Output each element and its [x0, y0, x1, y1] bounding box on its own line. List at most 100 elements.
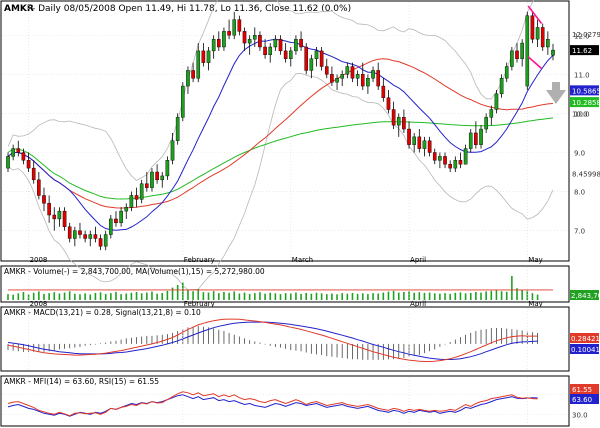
candle-body	[124, 206, 129, 212]
candle-body	[119, 210, 123, 224]
price-tick-label: 7.0	[574, 228, 585, 236]
candle-body	[52, 214, 57, 220]
candle-body	[520, 42, 524, 59]
pennant-upper-line	[527, 5, 543, 25]
candle-body	[294, 38, 298, 52]
macd-title: AMKR - MACD(13,21) = 0.28, Signal(13,21,…	[4, 308, 201, 317]
candle-body	[263, 46, 267, 55]
candle-body	[160, 175, 165, 181]
macd-tag-box	[570, 344, 599, 354]
candle-body	[37, 179, 41, 196]
candle-body	[217, 38, 221, 48]
price-month-label: 2008	[30, 256, 48, 264]
candle-body	[16, 148, 21, 153]
pennant-lower-line	[527, 56, 543, 70]
candle-body	[109, 218, 113, 235]
price-tick-label: 11.0	[574, 71, 590, 79]
candle-body	[201, 50, 206, 63]
candle-body	[463, 148, 468, 165]
candle-body	[170, 140, 175, 161]
candle-body	[222, 31, 226, 48]
candle-body	[371, 70, 375, 79]
candle-body	[453, 160, 458, 169]
candle-body	[427, 140, 432, 153]
candle-body	[247, 38, 252, 44]
candle-body	[232, 19, 237, 36]
candle-body	[314, 50, 319, 59]
candle-body	[211, 38, 216, 52]
candle-body	[78, 230, 82, 235]
mfi-rsi-panel	[0, 375, 570, 427]
price-tick-label: 10.0	[574, 110, 590, 118]
candle-body	[139, 183, 144, 200]
price-tag-box	[570, 97, 599, 108]
candle-body	[355, 74, 360, 79]
candle-body	[47, 203, 51, 216]
volume-title: AMKR - Volume(-) = 2,843,700.00, MA(Volu…	[4, 267, 265, 276]
candle-body	[489, 109, 494, 118]
price-month-label: March	[292, 256, 313, 264]
candle-body	[530, 15, 535, 40]
candle-body	[304, 46, 309, 71]
candle-body	[186, 70, 190, 87]
candle-body	[196, 50, 201, 79]
candle-body	[309, 58, 314, 71]
candle-body	[21, 152, 26, 161]
price-month-label: February	[184, 256, 215, 264]
candle-body	[381, 85, 386, 98]
price-tag-label: 8.45998	[572, 171, 600, 179]
candle-body	[206, 50, 211, 63]
candle-body	[237, 19, 242, 32]
rsi-line	[7, 391, 538, 417]
candle-body	[432, 152, 437, 161]
bollinger-lower-band	[7, 72, 554, 291]
macd-tag-box	[570, 333, 599, 343]
candle-body	[510, 50, 514, 67]
candle-body	[42, 195, 46, 204]
candle-body	[484, 117, 488, 130]
candle-body	[175, 117, 180, 141]
candle-body	[319, 50, 324, 67]
candle-body	[391, 109, 396, 126]
macd-line	[7, 318, 538, 362]
candle-body	[98, 238, 103, 247]
price-tag-label: 10.5865	[572, 87, 600, 95]
price-tag-label: 10.2858	[572, 99, 600, 107]
candle-body	[93, 234, 98, 239]
mfi-tag-box	[570, 384, 599, 394]
price-tick-label: 8.0	[574, 189, 585, 197]
volume-tag-label: 2,843,70	[571, 292, 600, 300]
candle-body	[407, 128, 411, 145]
candle-body	[350, 66, 355, 79]
candle-body	[83, 234, 87, 239]
candle-body	[299, 38, 303, 48]
candle-body	[252, 35, 257, 40]
candle-body	[494, 93, 499, 110]
candle-body	[417, 136, 422, 149]
candle-body	[62, 210, 67, 227]
candle-body	[551, 49, 555, 56]
candle-body	[6, 156, 10, 169]
price-tag-box	[570, 85, 599, 96]
candle-body	[227, 31, 231, 36]
candle-body	[11, 148, 15, 157]
mfi-tick-label: 30.0	[572, 411, 588, 419]
price-tag-label: 10.0	[572, 110, 588, 118]
candle-body	[396, 117, 401, 126]
candle-body	[479, 128, 483, 145]
breakout-arrow	[546, 82, 566, 104]
price-month-label: May	[528, 256, 542, 264]
price-tick-label: 9.0	[574, 149, 585, 157]
mfi-tag-label: 61.55	[572, 386, 592, 394]
candle-body	[438, 156, 442, 161]
candle-body	[402, 117, 406, 130]
candle-body	[258, 35, 262, 48]
candle-body	[324, 66, 329, 75]
candle-body	[448, 164, 452, 169]
price-tag-label: 11.62	[572, 47, 592, 55]
candle-body	[278, 38, 283, 52]
candle-body	[468, 132, 473, 149]
candle-body	[504, 66, 509, 79]
